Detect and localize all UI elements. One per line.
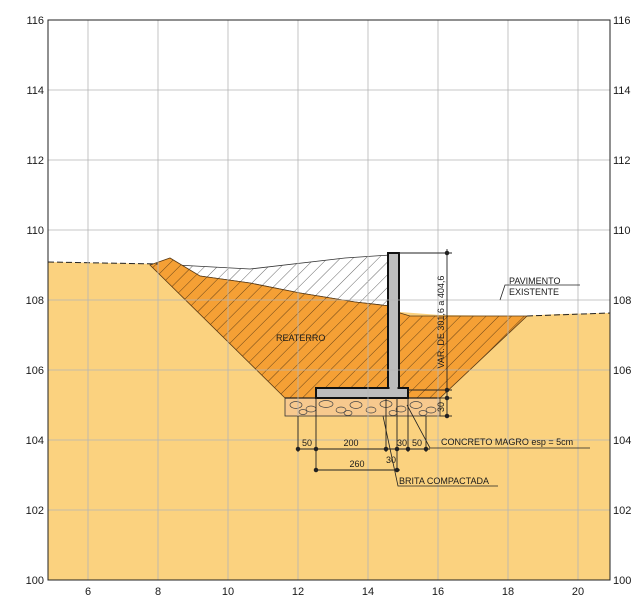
y-tick-label: 104: [613, 435, 631, 447]
leader-lines: [382, 284, 590, 487]
pavement-line: [526, 312, 611, 317]
compacted-gravel-bed: [284, 397, 441, 417]
y-tick-label: 114: [26, 85, 44, 97]
dim-30-below: 30: [386, 455, 396, 465]
x-tick-label: 12: [292, 586, 304, 598]
pavement-label-line2: EXISTENTE: [509, 287, 559, 297]
x-tick-label: 6: [85, 586, 91, 598]
wall-stem-footing-joint: [389, 386, 398, 390]
x-axis-ticks: 6 8 10 12 14 16 18 20: [85, 586, 584, 598]
plot-frame: [47, 19, 611, 581]
lean-concrete-label: CONCRETO MAGRO esp = 5cm: [441, 437, 573, 447]
y-tick-label: 102: [613, 505, 631, 517]
y-tick-label: 116: [613, 15, 631, 27]
dim-200: 200: [343, 438, 358, 448]
backfill-label: REATERRO: [276, 333, 325, 343]
pavement-label-line1: PAVIMENTO: [509, 276, 561, 286]
dim-260: 260: [349, 459, 364, 469]
y-tick-label: 100: [26, 575, 44, 587]
y-tick-label: 108: [26, 295, 44, 307]
y-tick-label: 110: [26, 225, 44, 237]
y-tick-label: 102: [26, 505, 44, 517]
x-tick-label: 20: [572, 586, 584, 598]
y-tick-label: 106: [613, 365, 631, 377]
x-tick-label: 8: [155, 586, 161, 598]
compacted-gravel-label: BRITA COMPACTADA: [399, 476, 489, 486]
y-tick-label: 108: [613, 295, 631, 307]
y-axis-ticks-left: 100 102 104 106 108 110 112 114 116: [26, 15, 44, 587]
dim-50-right: 50: [412, 438, 422, 448]
y-tick-label: 104: [26, 435, 44, 447]
wall-footing: [315, 387, 409, 399]
y-tick-label: 112: [613, 155, 631, 167]
y-tick-label: 110: [613, 225, 631, 237]
y-tick-label: 100: [613, 575, 631, 587]
y-tick-label: 106: [26, 365, 44, 377]
dim-30-side: 30: [436, 402, 446, 412]
dim-50-left: 50: [302, 438, 312, 448]
y-axis-ticks-right: 100 102 104 106 108 110 112 114 116: [613, 15, 631, 587]
y-tick-label: 114: [613, 85, 631, 97]
grid: [48, 20, 610, 580]
x-tick-label: 10: [222, 586, 234, 598]
wall-stem: [387, 252, 400, 389]
x-tick-label: 18: [502, 586, 514, 598]
y-tick-label: 112: [26, 155, 44, 167]
base-dimension-lines: [295, 398, 430, 473]
y-tick-label: 116: [26, 15, 44, 27]
wall-height-dimension: [399, 249, 452, 419]
x-tick-label: 14: [362, 586, 374, 598]
wall-height-label: VAR. DE 301,6 a 404,6: [436, 276, 446, 369]
dim-30-right: 30: [397, 438, 407, 448]
gravel-stones: [289, 400, 437, 416]
x-tick-label: 16: [432, 586, 444, 598]
ground-surface-left: [47, 261, 159, 265]
